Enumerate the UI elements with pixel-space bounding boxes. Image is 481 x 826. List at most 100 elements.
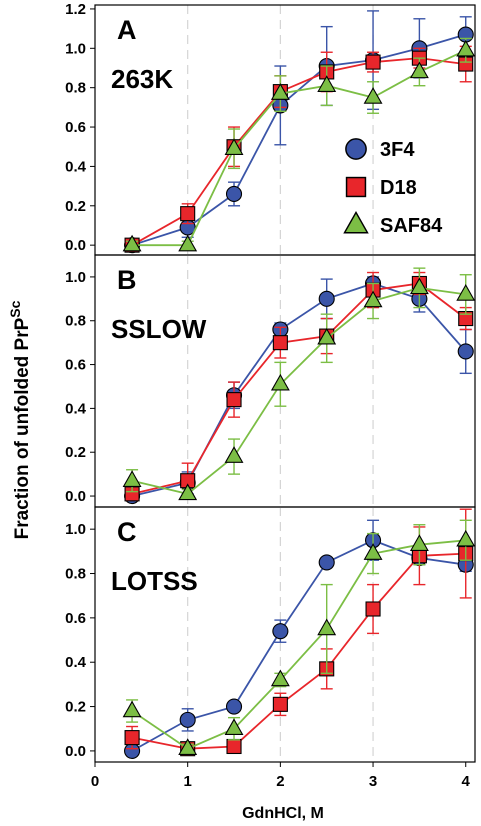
panel-c: 0.0 0.2 0.4 0.6 0.8 1.0 C LOTSS: [65, 506, 476, 763]
data-point: [226, 392, 242, 408]
legend-item-saf84: SAF84: [343, 210, 443, 237]
data-point: [122, 700, 142, 718]
y-tick-label: 1.2: [65, 1, 86, 18]
data-point: [270, 373, 290, 391]
data-point: [178, 738, 198, 755]
y-axis-label-superscript: Sc: [7, 300, 23, 317]
data-point: [318, 290, 335, 307]
series-line: [131, 282, 467, 495]
panel-a: 0.0 0.2 0.4 0.6 0.8 1.0 1.2 A 263K: [65, 1, 476, 256]
legend-item-d18: D18: [345, 176, 417, 199]
series-3f4: [124, 275, 474, 505]
legend-marker: [343, 210, 369, 234]
y-tick-label: 1.0: [65, 269, 86, 286]
y-tick-label: 0.4: [65, 654, 87, 671]
panel-letter: B: [117, 265, 137, 295]
panel-title: 263K: [111, 64, 173, 94]
y-tick-label: 0.8: [65, 313, 86, 330]
data-point: [409, 61, 429, 79]
y-tick-label: 0.4: [65, 400, 87, 417]
y-tick-label: 0.0: [65, 743, 86, 760]
y-axis-label: Fraction of unfolded PrPSc: [7, 300, 33, 539]
series-line: [131, 286, 466, 495]
x-tick-label: 0: [91, 773, 99, 790]
series-saf84: [122, 519, 476, 755]
y-tick-label: 0.6: [65, 357, 86, 374]
panel-b: 0.0 0.2 0.4 0.6 0.8 1.0 B SSLOW: [65, 254, 476, 508]
y-tick-label: 0.2: [65, 198, 86, 215]
y-tick-label: 0.0: [65, 237, 86, 254]
legend-marker: [345, 138, 367, 160]
legend-item-3f4: 3F4: [345, 138, 415, 161]
y-tick-label: 1.0: [65, 521, 86, 538]
series-line: [131, 57, 466, 246]
y-tick-label: 1.0: [65, 40, 86, 57]
data-point: [457, 343, 474, 360]
data-point: [180, 206, 196, 222]
panel-title: SSLOW: [111, 314, 207, 344]
legend-marker-group: [345, 176, 367, 198]
panel-letter: C: [117, 517, 137, 547]
panel-letter: A: [117, 15, 137, 45]
y-tick-label: 0.6: [65, 119, 86, 136]
legend-label: 3F4: [380, 139, 415, 161]
data-point: [365, 54, 381, 70]
panel-title: LOTSS: [111, 566, 198, 596]
legend-label: D18: [380, 177, 417, 199]
y-tick-label: 0.4: [65, 158, 87, 175]
series-line: [131, 539, 466, 750]
data-point: [317, 327, 337, 345]
y-axis-label-main: Fraction of unfolded PrP: [12, 317, 33, 539]
legend: 3F4 D18 SAF84: [343, 138, 443, 237]
legend-marker-group: [345, 138, 367, 160]
legend-marker-group: [343, 210, 369, 234]
legend-marker: [345, 176, 367, 198]
data-point: [363, 290, 383, 308]
data-point: [317, 618, 337, 636]
data-point: [409, 534, 429, 551]
x-tick-label: 3: [369, 773, 377, 790]
x-axis-label: GdnHCl, M: [242, 805, 324, 822]
x-axis: 0 1 2 3 4: [91, 762, 471, 790]
data-point: [317, 75, 337, 92]
x-tick-label: 1: [184, 773, 192, 790]
data-point: [122, 234, 142, 252]
data-point: [363, 87, 383, 104]
panels-group: 0.00.20.40.60.81.01.2A263K0.00.20.40.60.…: [65, 1, 476, 790]
series-saf84: [122, 37, 476, 252]
y-tick-label: 0.6: [65, 610, 86, 627]
legend-label: SAF84: [380, 215, 443, 237]
data-point: [456, 39, 476, 57]
y-tick-label: 0.8: [65, 80, 86, 97]
data-point: [456, 284, 476, 301]
data-point: [224, 446, 244, 463]
data-point: [270, 83, 290, 100]
data-point: [318, 554, 335, 571]
data-point: [224, 718, 244, 735]
data-point: [363, 543, 383, 560]
data-point: [225, 698, 243, 715]
series-line: [131, 552, 466, 750]
plot-frame: [94, 506, 476, 763]
y-tick-label: 0.2: [65, 444, 86, 461]
axis-labels-group: Fraction of unfolded PrPSc GdnHCl, M: [7, 300, 324, 822]
data-point: [226, 738, 242, 755]
data-point: [122, 470, 142, 487]
data-point: [272, 696, 288, 712]
y-tick-label: 0.8: [65, 566, 86, 583]
data-point: [124, 730, 140, 746]
y-tick-label: 0.0: [65, 488, 86, 505]
data-point: [178, 234, 198, 252]
data-point: [179, 711, 196, 728]
x-tick-label: 4: [462, 773, 471, 790]
data-point: [272, 335, 288, 351]
data-point: [272, 623, 289, 640]
data-point: [224, 138, 244, 155]
data-point: [270, 669, 290, 687]
x-tick-label: 2: [276, 773, 284, 790]
data-point: [365, 601, 381, 617]
series-saf84: [122, 267, 476, 501]
data-point: [456, 529, 476, 547]
data-point: [409, 277, 429, 295]
